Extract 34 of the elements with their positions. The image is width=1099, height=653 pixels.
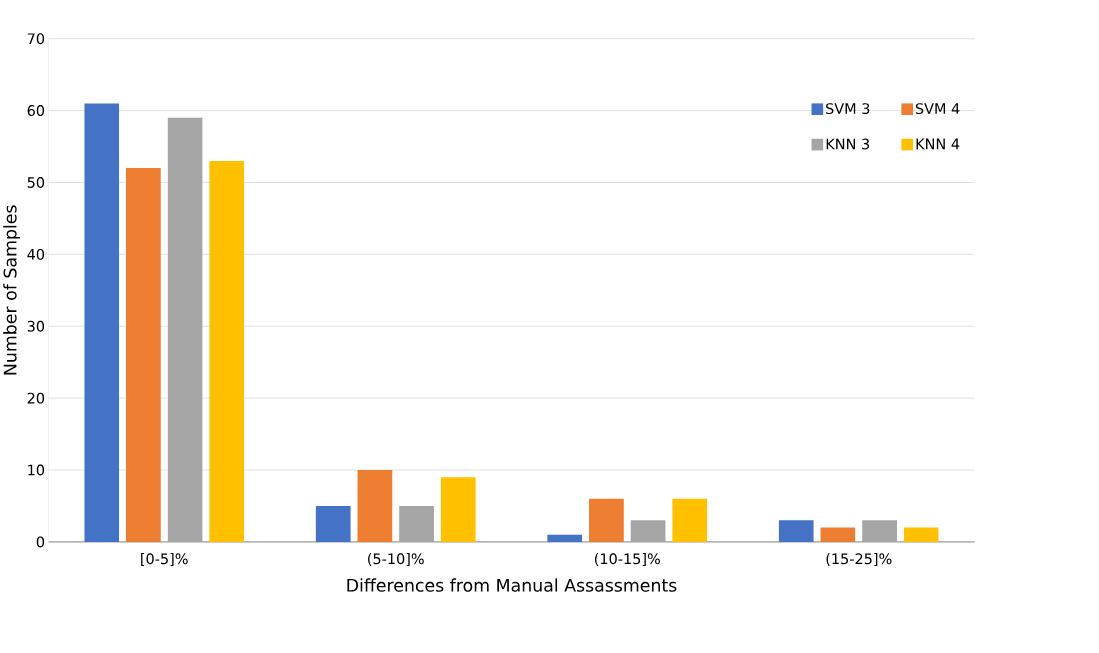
bar [547, 534, 583, 542]
bar [440, 477, 476, 542]
bar [399, 505, 434, 542]
x-tick-label: (15-25]% [826, 552, 892, 566]
x-axis-title: Differences from Manual Assassments [347, 578, 677, 592]
bar [903, 527, 939, 542]
bar [209, 160, 245, 542]
legend-label: KNN 4 [916, 138, 960, 150]
y-tick-label: 70 [27, 33, 45, 45]
legend-label: SVM 4 [915, 103, 960, 114]
x-tick-label: (10-15]% [594, 552, 660, 566]
bar [589, 498, 624, 542]
bar [630, 520, 666, 542]
bar [84, 103, 120, 542]
bar [672, 498, 708, 542]
legend-label: SVM 3 [826, 103, 870, 114]
y-tick-label: 20 [27, 392, 45, 404]
y-axis-title: Number of Samples [3, 205, 21, 375]
bar [862, 520, 897, 542]
y-tick-label: 0 [36, 536, 45, 548]
bar [126, 168, 161, 542]
x-tick-label: (5-10]% [368, 552, 424, 566]
y-tick-label: 50 [27, 176, 45, 188]
y-tick-label: 10 [28, 464, 45, 476]
legend-label: KNN 3 [826, 138, 870, 150]
bar [820, 527, 856, 542]
bar [357, 469, 393, 542]
bar [315, 505, 351, 542]
y-tick-label: 30 [27, 320, 45, 332]
x-tick-label: [0-5]% [141, 552, 188, 566]
y-tick-label: 60 [27, 105, 45, 116]
bar [778, 520, 814, 542]
bar [167, 117, 203, 542]
y-tick-label: 40 [27, 248, 45, 260]
